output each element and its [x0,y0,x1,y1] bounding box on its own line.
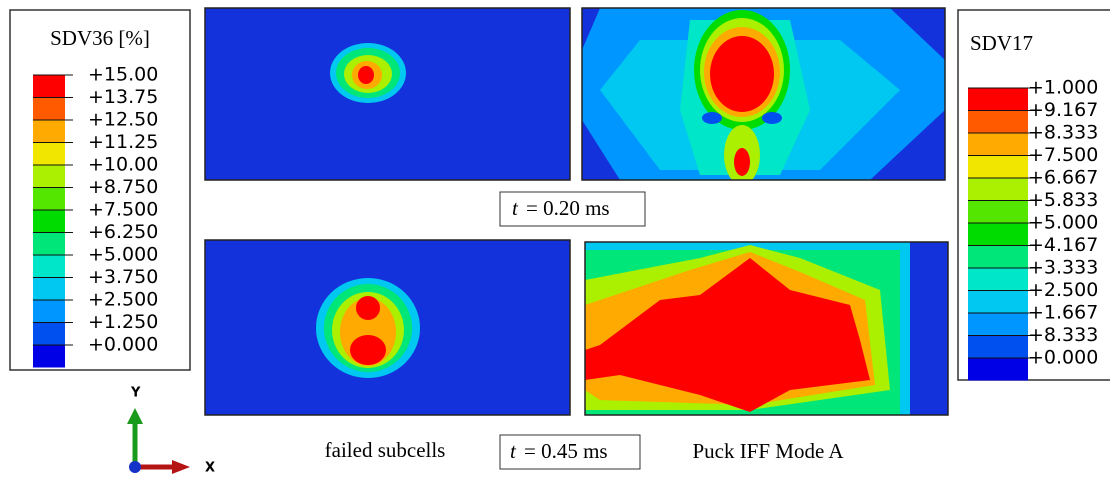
legend-swatch [33,300,65,323]
time-label: = 0.45 ms [524,439,608,463]
axis-label: Y [130,386,141,401]
contour-plot [585,242,948,415]
y-arrowhead [127,408,143,424]
legend-label: +5.000 [1028,212,1098,234]
panel-frame [204,239,571,416]
time-var: t [512,196,519,220]
legend-swatch [33,232,65,255]
panel-frame [581,7,946,181]
legend-swatch [968,268,1028,291]
legend-label: +1.000 [1028,77,1098,99]
legend-label: +3.333 [1028,257,1098,279]
time-box [499,191,646,227]
legend-label: +3.750 [88,266,158,288]
legend-swatch [33,187,65,210]
legend-label: +12.50 [88,109,158,131]
legend-label: +7.500 [1028,144,1098,166]
legend-swatch [968,335,1028,358]
legend-label: +8.333 [1028,122,1098,144]
legend-swatch [968,178,1028,201]
z-dot [129,461,141,473]
legend-label: +0.000 [88,334,158,356]
contour-plot [205,240,570,415]
legend-label: +5.833 [1028,189,1098,211]
legend-swatch [968,200,1028,223]
legend-swatch [968,223,1028,246]
legend-swatch [33,277,65,300]
legend-title: SDV17 [970,31,1033,55]
legend-label: +2.500 [88,289,158,311]
contour-plot [582,8,945,180]
legend-swatch [968,110,1028,133]
legend-label: +2.500 [1028,279,1098,301]
time-label: = 0.20 ms [526,196,610,220]
legend-label: +6.667 [1028,167,1098,189]
contour-plot [205,8,570,180]
panel-frame [584,241,949,416]
time-box [499,434,641,470]
legend-label: +8.333 [1028,324,1098,346]
legend-label: +4.167 [1028,234,1098,256]
legend-label: +10.00 [88,154,158,176]
legend-swatch [33,120,65,143]
legend-swatch [33,255,65,278]
legend-label: +1.250 [88,311,158,333]
caption: Puck IFF Mode A [692,439,844,463]
panel-frame [204,7,571,181]
legend-swatch [968,133,1028,156]
legend-swatch [33,75,65,98]
legend-swatch [33,97,65,120]
legend-label: +1.667 [1028,302,1098,324]
legend-swatch [33,322,65,345]
legend-swatch [33,142,65,165]
legend-label: +11.25 [88,131,158,153]
legend-title: SDV36 [%] [50,26,150,50]
legend-swatch [968,245,1028,268]
x-arrowhead [172,460,190,474]
legend-swatch [968,358,1028,381]
legend-label: +0.000 [1028,347,1098,369]
legend-swatch [33,345,65,368]
legend-swatch [968,155,1028,178]
legend-label: +5.000 [88,244,158,266]
legend-label: +13.75 [88,86,158,108]
caption: failed subcells [325,438,446,462]
legend-label: +8.750 [88,176,158,198]
legend-label: +9.167 [1028,99,1098,121]
axis-label: X [205,461,215,476]
legend-label: +7.500 [88,199,158,221]
legend-swatch [968,290,1028,313]
time-var: t [510,439,517,463]
legend-label: +6.250 [88,221,158,243]
legend-swatch [33,210,65,233]
legend-swatch [968,88,1028,111]
legend-swatch [968,313,1028,336]
legend-swatch [33,165,65,188]
legend-label: +15.00 [88,64,158,86]
